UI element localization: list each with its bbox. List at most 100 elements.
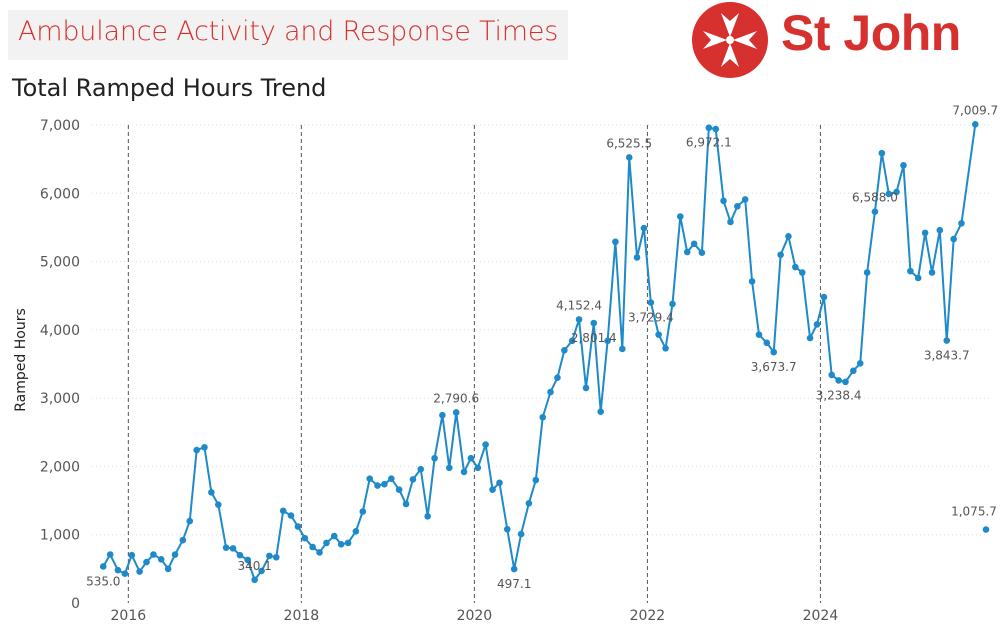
data-point[interactable]: [171, 551, 179, 558]
data-point[interactable]: [943, 337, 951, 344]
data-point[interactable]: [222, 544, 230, 551]
data-point[interactable]: [258, 567, 265, 575]
data-point[interactable]: [510, 565, 518, 573]
data-point[interactable]: [244, 556, 252, 564]
data-point[interactable]: [835, 377, 842, 384]
data-point[interactable]: [921, 229, 929, 237]
data-point[interactable]: [625, 154, 633, 161]
data-point[interactable]: [99, 563, 107, 570]
data-point[interactable]: [452, 409, 460, 416]
data-point[interactable]: [114, 566, 122, 574]
data-point[interactable]: [474, 464, 482, 472]
data-point[interactable]: [236, 551, 244, 559]
data-point[interactable]: [186, 517, 194, 525]
data-point[interactable]: [619, 345, 626, 353]
data-point[interactable]: [712, 125, 720, 133]
data-point[interactable]: [755, 331, 763, 338]
data-point[interactable]: [597, 408, 604, 416]
data-point[interactable]: [741, 196, 749, 203]
data-point[interactable]: [366, 475, 374, 483]
data-point[interactable]: [582, 384, 590, 392]
data-point[interactable]: [150, 551, 157, 558]
data-point[interactable]: [402, 500, 410, 508]
data-point[interactable]: [547, 388, 554, 396]
data-point[interactable]: [777, 251, 784, 259]
data-point[interactable]: [431, 454, 438, 462]
data-point[interactable]: [604, 337, 611, 345]
data-point[interactable]: [395, 486, 403, 493]
data-point[interactable]: [337, 540, 345, 548]
data-point[interactable]: [914, 274, 922, 282]
data-point[interactable]: [561, 347, 568, 354]
data-point[interactable]: [467, 454, 475, 462]
data-point[interactable]: [229, 545, 237, 552]
data-point[interactable]: [272, 553, 280, 561]
data-point[interactable]: [798, 269, 806, 276]
data-point[interactable]: [388, 475, 395, 483]
data-point[interactable]: [612, 238, 619, 246]
data-point[interactable]: [136, 568, 143, 575]
data-point[interactable]: [208, 489, 215, 496]
data-point[interactable]: [669, 300, 676, 308]
data-point[interactable]: [850, 367, 857, 375]
data-point[interactable]: [352, 528, 360, 535]
data-point[interactable]: [424, 512, 431, 520]
data-point[interactable]: [554, 374, 561, 381]
data-point[interactable]: [734, 202, 741, 210]
data-point[interactable]: [770, 348, 778, 356]
data-point[interactable]: [727, 218, 734, 226]
data-point[interactable]: [813, 321, 821, 328]
data-point[interactable]: [439, 411, 446, 419]
data-point[interactable]: [806, 334, 814, 342]
data-point[interactable]: [157, 555, 165, 563]
data-point[interactable]: [878, 149, 886, 157]
data-point[interactable]: [748, 278, 756, 285]
data-point[interactable]: [323, 539, 330, 547]
data-point[interactable]: [344, 539, 352, 547]
data-point[interactable]: [633, 254, 641, 261]
data-point[interactable]: [179, 536, 187, 544]
data-point[interactable]: [294, 523, 302, 530]
data-point[interactable]: [128, 551, 136, 559]
data-point[interactable]: [496, 479, 503, 487]
data-point[interactable]: [676, 213, 684, 220]
data-point[interactable]: [885, 190, 893, 198]
data-point[interactable]: [575, 316, 583, 323]
data-point[interactable]: [856, 360, 864, 367]
data-point[interactable]: [445, 464, 453, 472]
data-point[interactable]: [143, 558, 150, 566]
data-point[interactable]: [381, 480, 388, 488]
data-point[interactable]: [287, 512, 295, 519]
data-point[interactable]: [374, 482, 381, 489]
data-point[interactable]: [893, 188, 900, 196]
data-point[interactable]: [482, 441, 489, 448]
data-point[interactable]: [503, 525, 511, 533]
data-point[interactable]: [409, 476, 417, 483]
data-point[interactable]: [359, 508, 367, 515]
data-point[interactable]: [763, 339, 771, 347]
data-point[interactable]: [982, 526, 990, 533]
data-point[interactable]: [279, 507, 287, 515]
data-point[interactable]: [215, 501, 222, 508]
data-point[interactable]: [698, 249, 706, 256]
data-point[interactable]: [316, 549, 323, 556]
data-point[interactable]: [928, 269, 936, 276]
data-point[interactable]: [121, 570, 129, 577]
data-point[interactable]: [106, 551, 114, 558]
data-point[interactable]: [971, 121, 979, 128]
data-point[interactable]: [193, 446, 200, 454]
data-point[interactable]: [863, 269, 871, 276]
data-point[interactable]: [683, 248, 691, 256]
data-point[interactable]: [164, 565, 172, 573]
data-point[interactable]: [785, 233, 792, 240]
data-point[interactable]: [525, 500, 533, 507]
data-point[interactable]: [301, 534, 309, 542]
data-point[interactable]: [655, 331, 662, 338]
data-point[interactable]: [690, 240, 698, 248]
data-point[interactable]: [309, 543, 316, 551]
data-point[interactable]: [201, 444, 208, 451]
data-point[interactable]: [539, 413, 547, 421]
data-point[interactable]: [568, 337, 576, 345]
data-point[interactable]: [532, 476, 540, 484]
data-point[interactable]: [330, 532, 338, 540]
